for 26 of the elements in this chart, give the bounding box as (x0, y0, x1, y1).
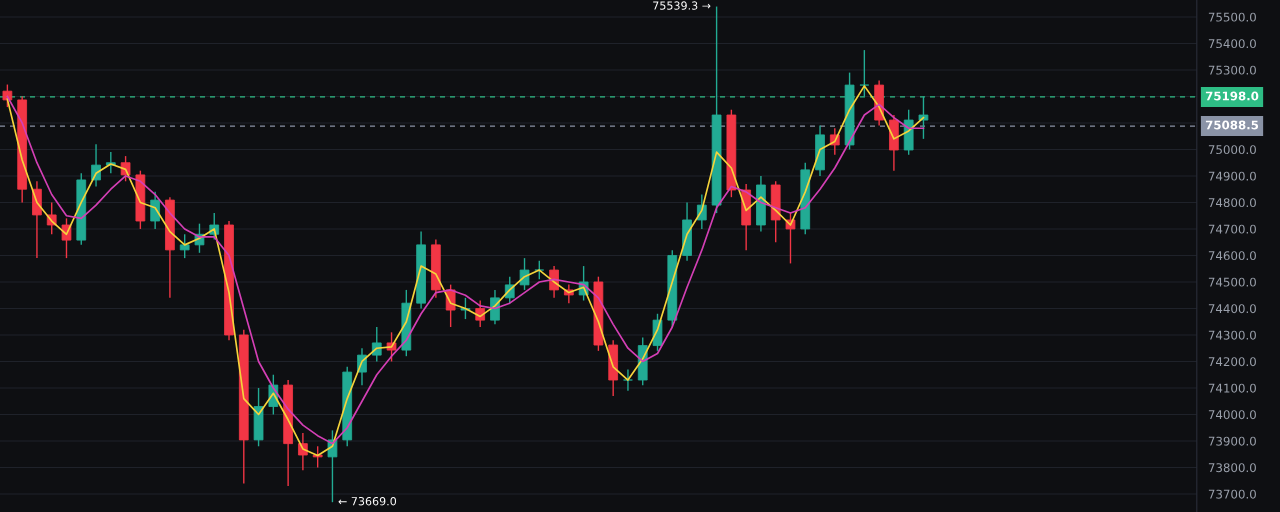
y-tick-label: 74500.0 (1208, 277, 1256, 287)
y-tick-label: 74400.0 (1208, 304, 1256, 314)
candlestick (312, 445, 323, 469)
ref-line-label: 75198.0 (1205, 91, 1259, 101)
annotation: ← 73669.0 (338, 497, 397, 506)
candlestick (150, 191, 160, 230)
y-tick-label: 73900.0 (1208, 436, 1256, 446)
y-tick-label: 75400.0 (1208, 39, 1256, 49)
y-tick-label: 74200.0 (1208, 357, 1256, 367)
y-tick-label: 74100.0 (1208, 383, 1256, 393)
y-tick-label: 73700.0 (1208, 489, 1256, 499)
annotation: 75539.3 → (653, 1, 711, 10)
y-tick-label: 74900.0 (1208, 171, 1256, 181)
y-tick-label: 74000.0 (1208, 410, 1256, 420)
candlestick (859, 49, 870, 98)
y-tick-label: 75000.0 (1208, 145, 1256, 155)
y-tick-label: 75500.0 (1208, 12, 1256, 22)
y-tick-label: 74600.0 (1208, 251, 1256, 261)
y-tick-label: 75300.0 (1208, 65, 1256, 75)
candlestick (918, 95, 929, 140)
ref-line-label: 75088.5 (1205, 120, 1259, 130)
y-tick-label: 74300.0 (1208, 330, 1256, 340)
y-tick-label: 74800.0 (1208, 198, 1256, 208)
candlestick (179, 233, 190, 259)
y-tick-label: 73800.0 (1208, 463, 1256, 473)
y-tick-label: 74700.0 (1208, 224, 1256, 234)
